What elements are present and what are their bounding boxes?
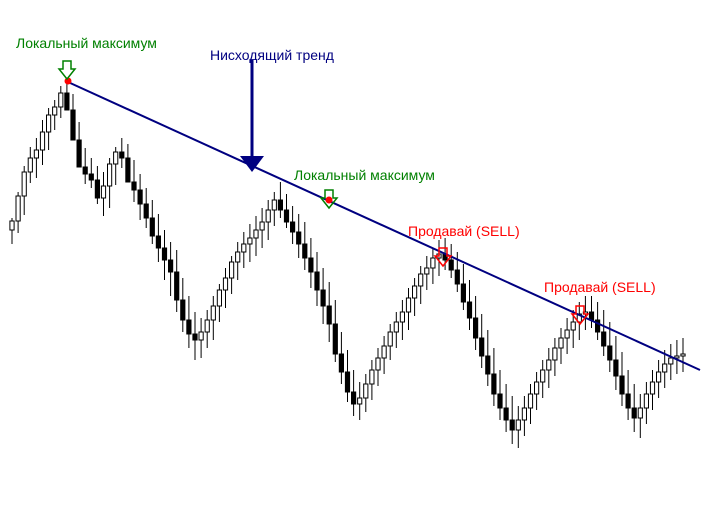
price-chart: Локальный максимум Нисходящий тренд Лока…: [0, 0, 704, 514]
label-sell-2: Продавай (SELL): [544, 280, 656, 294]
label-trend: Нисходящий тренд: [210, 48, 334, 62]
label-sell-1: Продавай (SELL): [408, 224, 520, 238]
label-local-max-1: Локальный максимум: [16, 36, 157, 50]
label-local-max-2: Локальный максимум: [294, 168, 435, 182]
chart-svg: [0, 0, 704, 514]
